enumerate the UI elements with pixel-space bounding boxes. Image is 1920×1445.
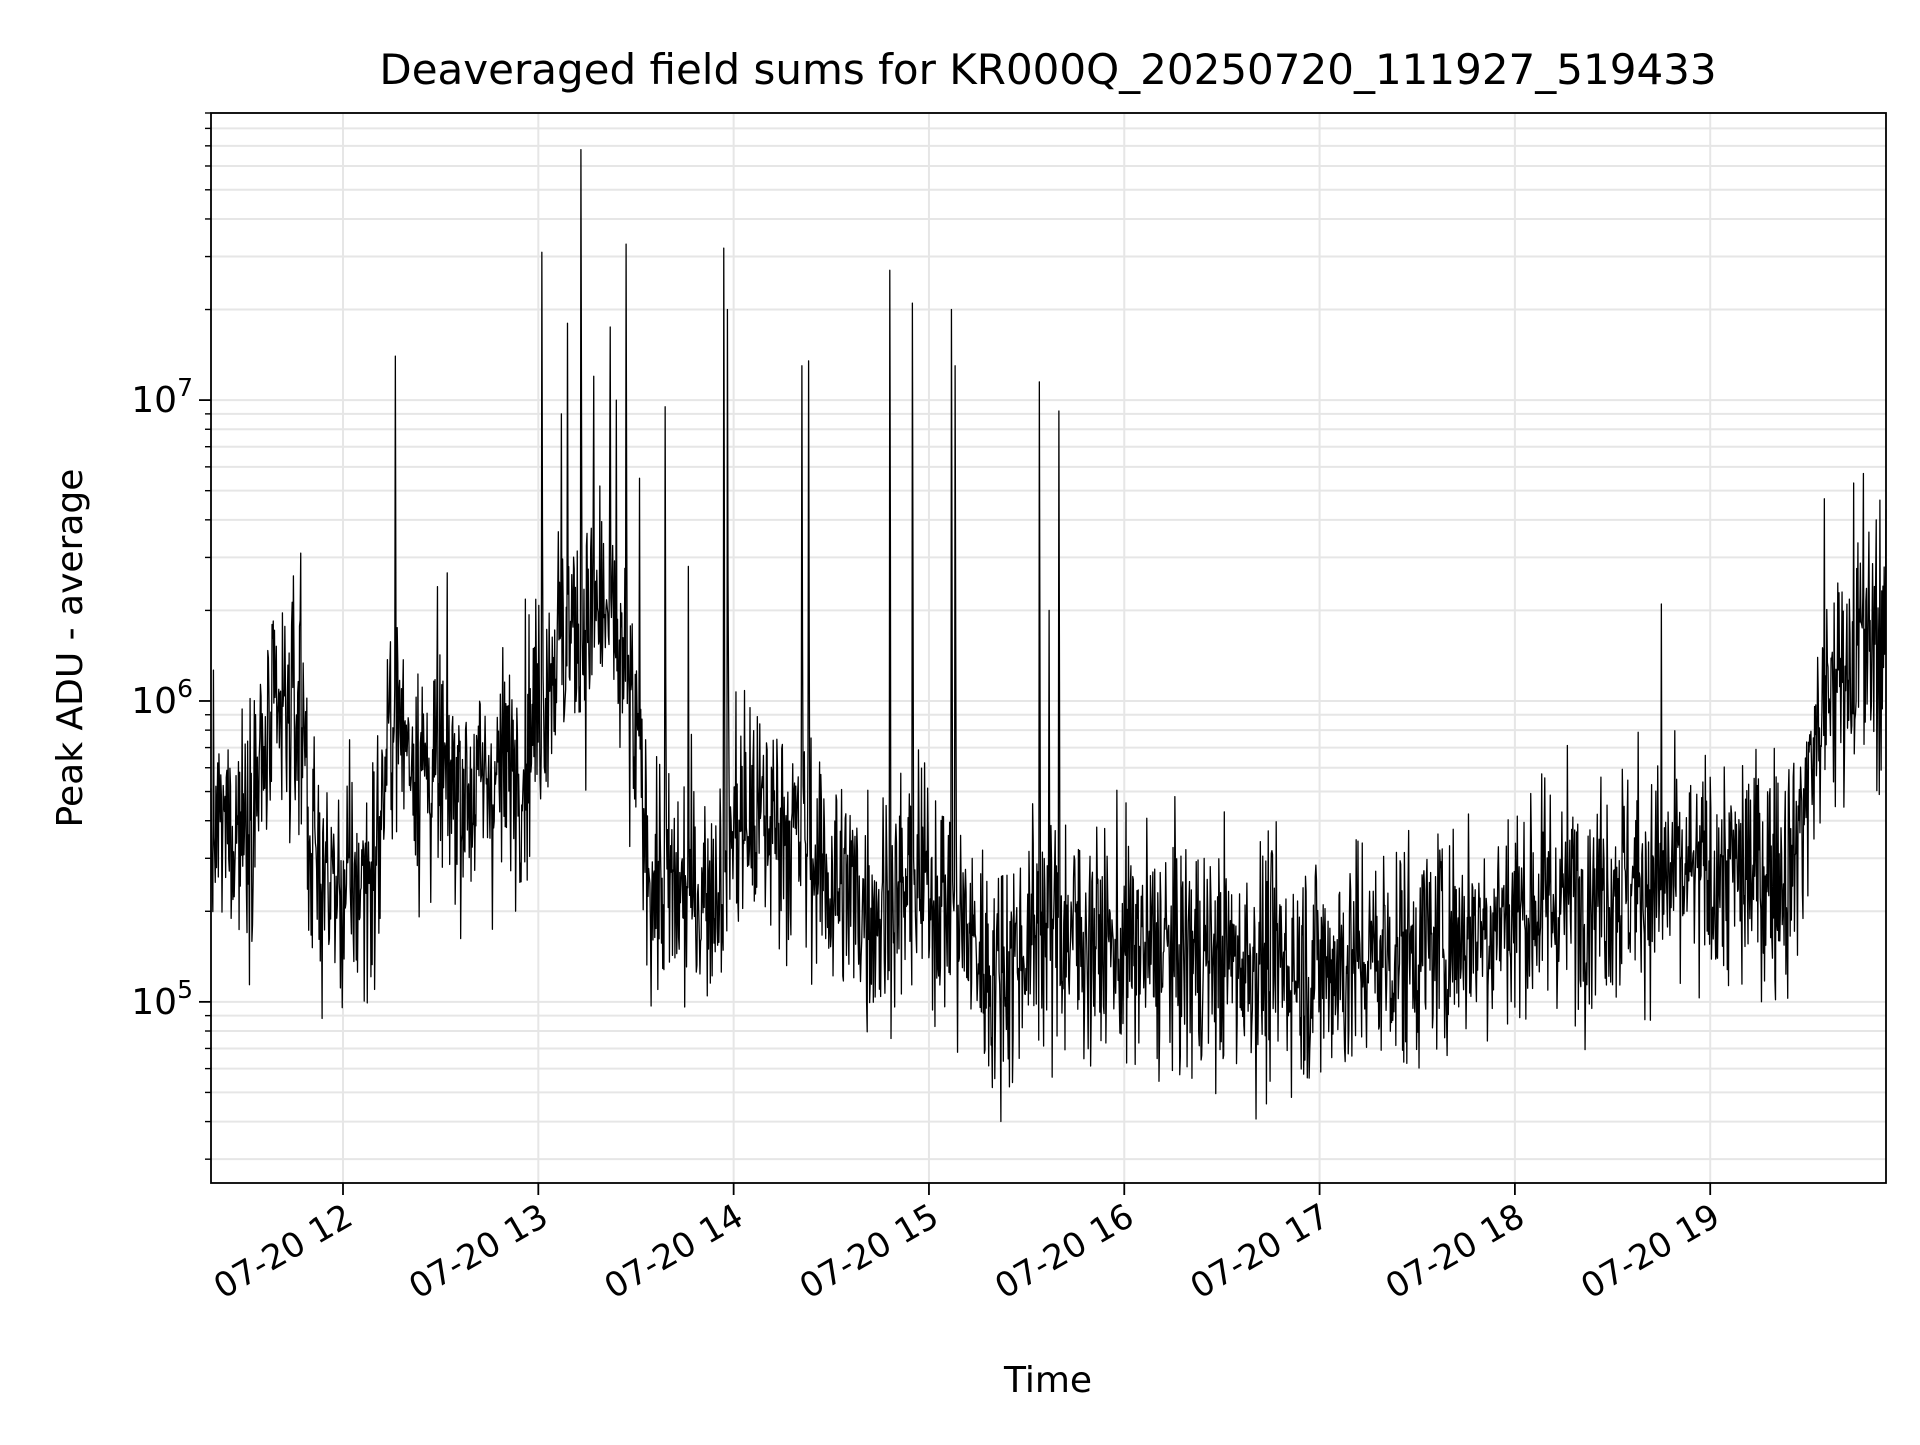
y-tick-label: 106 [131,674,193,722]
series-line [210,148,1887,1123]
plot-frame [210,112,1887,1184]
x-axis-label: Time [1003,1360,1092,1401]
y-axis-label: Peak ADU - average [50,469,91,828]
chart-title: Deaveraged field sums for KR000Q_2025072… [379,45,1716,94]
y-tick-label: 105 [131,975,193,1023]
y-tick-label: 107 [131,373,193,421]
plot-area [210,148,1887,1123]
